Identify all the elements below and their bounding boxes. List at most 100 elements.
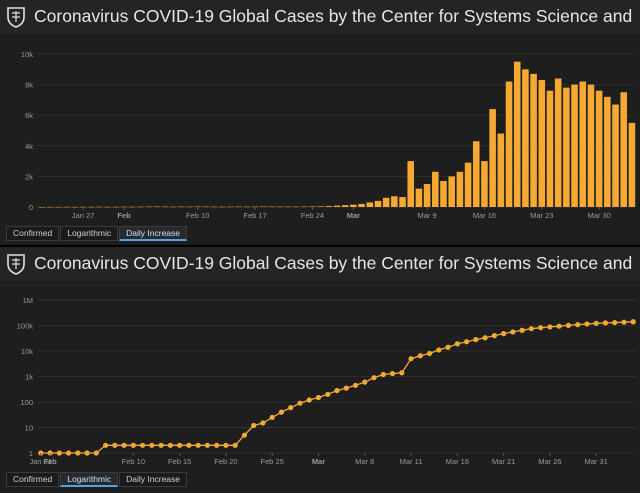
data-point — [408, 356, 414, 362]
bar — [391, 196, 398, 207]
tab-daily-increase[interactable]: Daily Increase — [119, 472, 188, 487]
y-tick-label: 6k — [25, 111, 33, 120]
bar — [178, 206, 185, 208]
data-point — [575, 322, 581, 328]
data-point — [565, 322, 572, 328]
data-point — [140, 442, 146, 448]
data-point — [204, 442, 211, 448]
bar — [612, 104, 619, 207]
tab-daily-increase[interactable]: Daily Increase — [119, 226, 188, 241]
data-point — [315, 394, 322, 401]
data-point — [584, 321, 590, 327]
bar — [472, 141, 480, 207]
data-point — [65, 450, 72, 456]
y-tick-label: 8k — [25, 81, 33, 90]
data-point — [306, 397, 312, 403]
y-tick-label: 10k — [21, 50, 33, 59]
bar — [341, 205, 349, 207]
bar — [104, 206, 111, 208]
logarithmic-panel: Coronavirus COVID-19 Global Cases by the… — [0, 245, 640, 493]
x-tick-label: Jan 27 — [72, 211, 95, 220]
x-tick-label: Mar 21 — [492, 457, 515, 466]
bar — [546, 90, 554, 207]
tab-confirmed[interactable]: Confirmed — [6, 472, 60, 487]
data-point — [510, 329, 516, 335]
data-point — [612, 319, 618, 326]
panel-title-bar: Coronavirus COVID-19 Global Cases by the… — [0, 247, 640, 281]
data-point — [501, 331, 507, 337]
bar — [522, 69, 529, 207]
x-tick-label: Mar 9 — [418, 211, 437, 220]
data-point — [130, 442, 136, 448]
bar — [292, 206, 300, 208]
university-shield-icon — [7, 254, 25, 275]
y-tick-label: 0 — [29, 203, 33, 212]
data-point — [251, 422, 257, 429]
x-tick-label: Feb — [43, 457, 57, 466]
data-point — [380, 371, 386, 378]
x-tick-label: Mar 16 — [446, 457, 469, 466]
data-point — [232, 442, 238, 448]
data-point — [538, 325, 544, 331]
bar — [628, 122, 636, 207]
bar — [505, 81, 513, 207]
data-point — [297, 400, 303, 406]
bar — [432, 171, 439, 207]
bar — [309, 206, 316, 207]
data-point — [547, 324, 553, 330]
bar — [202, 206, 210, 208]
data-point — [593, 320, 599, 326]
bar — [620, 92, 627, 207]
data-point — [602, 320, 609, 326]
daily-increase-panel: Coronavirus COVID-19 Global Cases by the… — [0, 0, 640, 243]
data-point — [426, 350, 433, 357]
data-point — [519, 327, 525, 333]
bar — [604, 96, 611, 207]
data-point — [186, 442, 192, 448]
data-point — [84, 450, 90, 456]
tab-logarithmic[interactable]: Logarithmic — [60, 226, 119, 241]
daily-increase-bar-chart[interactable]: 0 2k 4k 6k 8k 10k Jan 27 Feb Feb 10 Feb 17 Feb 24 M… — [0, 38, 640, 222]
bar — [137, 206, 144, 208]
y-tick-label: 10k — [21, 347, 33, 356]
tab-logarithmic[interactable]: Logarithmic — [60, 472, 119, 487]
x-tick-label: Feb 20 — [214, 457, 237, 466]
x-tick-label: Mar 11 — [400, 457, 423, 466]
bar — [325, 206, 333, 207]
data-point — [454, 341, 460, 347]
y-tick-label: 10 — [25, 424, 33, 433]
data-point — [491, 333, 497, 339]
bar — [530, 73, 537, 207]
data-point — [352, 382, 359, 388]
x-tick-label: Jan 31 — [30, 457, 53, 466]
y-tick-label: 1 — [29, 449, 33, 458]
x-tick-label: Mar — [312, 457, 325, 466]
data-point — [371, 375, 377, 381]
data-point — [362, 379, 368, 385]
data-point — [288, 405, 294, 411]
bar — [96, 206, 103, 208]
bar — [87, 206, 95, 208]
bar — [276, 206, 283, 208]
series-line — [40, 321, 634, 454]
tab-confirmed[interactable]: Confirmed — [6, 226, 60, 241]
university-shield-icon — [7, 7, 25, 28]
chart-tabs: Confirmed Logarithmic Daily Increase — [6, 472, 188, 487]
bar — [440, 180, 447, 207]
bar — [169, 206, 177, 208]
bar — [382, 197, 390, 207]
data-point — [343, 385, 349, 391]
x-tick-label: Mar — [347, 211, 360, 220]
data-point — [278, 409, 285, 415]
x-tick-label: Feb 10 — [186, 211, 209, 220]
x-tick-label: Feb 25 — [261, 457, 284, 466]
data-point — [556, 323, 562, 329]
data-point — [325, 391, 331, 397]
bar — [284, 206, 292, 208]
bar — [374, 200, 382, 207]
bar — [47, 206, 54, 208]
data-point — [75, 450, 81, 456]
bar — [227, 206, 234, 208]
x-tick-label: Mar 6 — [355, 457, 374, 466]
